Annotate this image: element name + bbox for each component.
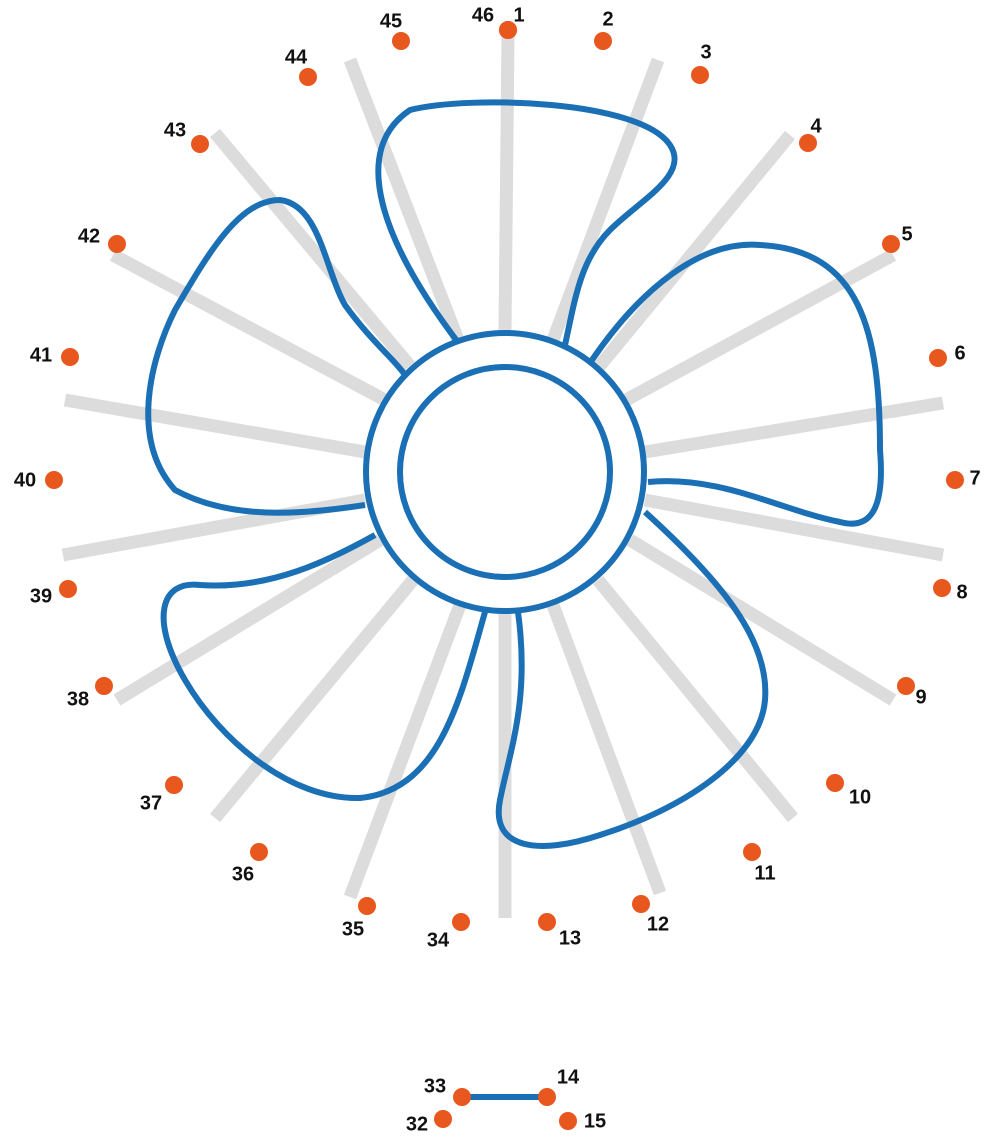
dot	[95, 677, 113, 695]
dot	[358, 897, 376, 915]
petals	[148, 102, 881, 1097]
dot	[946, 471, 964, 489]
dot	[632, 895, 650, 913]
dot-label: 5	[901, 223, 912, 245]
dot	[453, 1088, 471, 1106]
dot	[826, 774, 844, 792]
dot	[538, 913, 556, 931]
dot-label: 36	[232, 863, 254, 885]
dot-label: 1	[513, 4, 524, 26]
dot-label: 13	[559, 927, 581, 949]
dot-label: 12	[647, 913, 669, 935]
dot-label: 15	[584, 1110, 606, 1132]
dot-label: 7	[969, 467, 980, 489]
dot-label: 39	[30, 585, 52, 607]
dot	[434, 1110, 452, 1128]
dot-label: 8	[956, 581, 967, 603]
dot-label: 35	[342, 918, 364, 940]
dot-label: 41	[30, 344, 52, 366]
dot	[452, 913, 470, 931]
dot	[538, 1088, 556, 1106]
dot-label: 44	[285, 46, 308, 68]
dot	[59, 580, 77, 598]
dot-label: 46	[472, 4, 494, 26]
dot-label: 9	[915, 686, 926, 708]
dot	[45, 471, 63, 489]
dot-label: 3	[700, 41, 711, 63]
dot	[691, 66, 709, 84]
dot	[743, 843, 761, 861]
dot-label: 14	[557, 1066, 580, 1088]
dot-to-dot-puzzle: 1234567891011121314153233343536373839404…	[0, 0, 984, 1141]
dot-label: 42	[78, 225, 100, 247]
dot	[165, 776, 183, 794]
dot	[299, 68, 317, 86]
dot	[191, 135, 209, 153]
dot-label: 38	[67, 688, 89, 710]
dot-label: 10	[849, 786, 871, 808]
dot	[499, 21, 517, 39]
dot-label: 40	[14, 469, 36, 491]
dot	[559, 1112, 577, 1130]
dot-label: 2	[602, 8, 613, 30]
dot-label: 6	[954, 342, 965, 364]
dot	[933, 579, 951, 597]
dot	[392, 32, 410, 50]
dot	[929, 349, 947, 367]
dot	[594, 32, 612, 50]
dot-label: 37	[140, 792, 162, 814]
dot-label: 34	[427, 929, 450, 951]
dot	[61, 348, 79, 366]
dot	[897, 677, 915, 695]
dot-label: 45	[380, 10, 402, 32]
dot	[250, 843, 268, 861]
dot	[108, 235, 126, 253]
dot-label: 11	[754, 862, 775, 884]
dot-label: 32	[406, 1113, 428, 1135]
dot-label: 4	[810, 115, 822, 137]
dot	[882, 235, 900, 253]
dot-label: 33	[424, 1075, 446, 1097]
dot-label: 43	[164, 119, 186, 141]
